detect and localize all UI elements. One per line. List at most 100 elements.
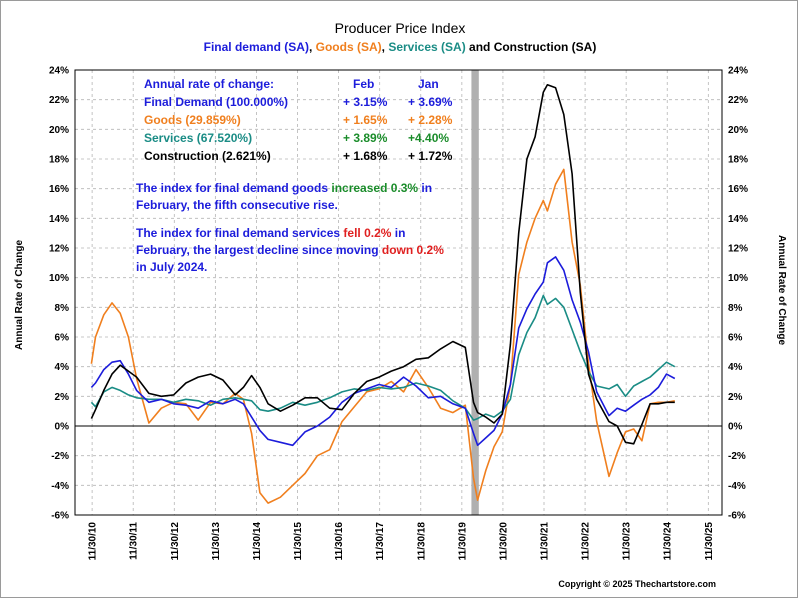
x-tick-label: 11/30/22 [581, 522, 592, 561]
annotation-segment: increased 0.3% [331, 181, 418, 195]
rate-row-jan: +4.40% [408, 131, 449, 145]
annotation-line: The index for final demand goods increas… [136, 181, 432, 195]
x-tick-label: 11/30/25 [704, 522, 715, 561]
annotation-segment: February, the fifth consecutive rise. [136, 198, 338, 212]
annotation-segment: fell 0.2% [343, 226, 391, 240]
y-tick-label-right: 16% [728, 184, 748, 195]
annotation-line: February, the largest decline since movi… [136, 243, 444, 257]
y-tick-label-right: 0% [728, 422, 743, 433]
y-tick-label-right: 24% [728, 66, 748, 77]
subtitle-part: Services (SA) [388, 40, 465, 54]
y-tick-label-left: -2% [51, 451, 69, 462]
tick-labels: -6% -6% -4% -4% -2% -2% 0% 0% 2% 2% 4% 4% 6% 6% 8% 8% 10… [49, 66, 748, 561]
y-axis-label-right: Annual Rate of Change [776, 235, 787, 345]
subtitle-part: Final demand (SA) [204, 40, 309, 54]
y-tick-label-right: 22% [728, 95, 748, 106]
x-tick-label: 11/30/24 [663, 522, 674, 561]
recession-shade [471, 70, 479, 515]
x-tick-label: 11/30/15 [293, 522, 304, 561]
x-tick-label: 11/30/10 [88, 522, 99, 561]
y-tick-label-right: 8% [728, 303, 743, 314]
rate-table: Annual rate of change: Feb Jan Final Demand… [144, 77, 453, 163]
rate-row-jan: + 1.72% [408, 149, 453, 163]
y-tick-label-right: 18% [728, 155, 748, 166]
rate-table-header: Feb [353, 77, 374, 91]
rate-row-jan: + 3.69% [408, 95, 453, 109]
rate-row-label: Final Demand (100.000%) [144, 95, 288, 109]
subtitle-part: and Construction (SA) [466, 40, 597, 54]
subtitle-part: , [382, 40, 389, 54]
y-tick-label-left: 6% [55, 333, 70, 344]
y-tick-label-left: -4% [51, 481, 69, 492]
y-tick-label-left: 12% [49, 244, 69, 255]
y-tick-label-right: 14% [728, 214, 748, 225]
y-tick-label-right: 4% [728, 362, 743, 373]
chart-title: Producer Price Index [335, 20, 466, 36]
annotations: The index for final demand goods increas… [136, 181, 444, 274]
annotation-line: The index for final demand services fell… [136, 226, 405, 240]
x-tick-label: 11/30/23 [622, 522, 633, 561]
rate-row-feb: + 1.68% [343, 149, 388, 163]
y-tick-label-left: 2% [55, 392, 70, 403]
annotation-segment: in [391, 226, 405, 240]
x-tick-label: 11/30/11 [129, 522, 140, 560]
y-axis-label-left: Annual Rate of Change [14, 240, 25, 350]
y-tick-label-left: 10% [49, 273, 69, 284]
annotation-line: in July 2024. [136, 260, 207, 274]
y-tick-label-right: 10% [728, 273, 748, 284]
annotation-segment: The index for final demand services [136, 226, 343, 240]
series-lines [90, 84, 676, 504]
rate-row-jan: + 2.28% [408, 113, 453, 127]
plot-border [74, 69, 723, 516]
rate-row-label: Goods (29.859%) [144, 113, 241, 127]
x-tick-label: 11/30/21 [540, 522, 551, 561]
x-tick-label: 11/30/14 [252, 522, 263, 561]
annotation-segment: in [418, 181, 432, 195]
y-tick-label-left: 4% [55, 362, 70, 373]
annotation-segment: in July 2024. [136, 260, 207, 274]
rate-row-feb: + 3.15% [343, 95, 388, 109]
annotation-segment: February, the largest decline since movi… [136, 243, 382, 257]
copyright: Copyright © 2025 Thechartstore.com [558, 579, 716, 589]
grid-lines [75, 69, 722, 516]
y-tick-label-right: 12% [728, 244, 748, 255]
x-tick-label: 11/30/16 [334, 522, 345, 561]
x-tick-label: 11/30/13 [211, 522, 222, 561]
y-tick-label-left: 0% [55, 422, 70, 433]
x-tick-label: 11/30/18 [416, 522, 427, 561]
x-tick-label: 11/30/19 [457, 522, 468, 561]
y-tick-label-right: -6% [728, 511, 746, 522]
x-tick-label: 11/30/12 [170, 522, 181, 561]
y-tick-label-right: -4% [728, 481, 746, 492]
y-tick-label-left: -6% [51, 511, 69, 522]
axes [74, 69, 723, 516]
y-tick-label-left: 14% [49, 214, 69, 225]
y-tick-label-left: 22% [49, 95, 69, 106]
subtitle-part: , [309, 40, 316, 54]
y-tick-label-right: 20% [728, 125, 748, 136]
series-line-goods-sa [90, 168, 675, 504]
series-line-construction-sa [90, 84, 675, 445]
y-tick-label-left: 16% [49, 184, 69, 195]
chart-subtitle: Final demand (SA), Goods (SA), Services … [204, 40, 597, 54]
subtitle-part: Goods (SA) [316, 40, 382, 54]
x-tick-label: 11/30/20 [498, 522, 509, 561]
recession-band [471, 70, 479, 515]
rate-table-header: Annual rate of change: [144, 77, 274, 91]
rate-row-label: Construction (2.621%) [144, 149, 271, 163]
x-tick-label: 11/30/17 [375, 522, 386, 561]
y-tick-label-left: 8% [55, 303, 70, 314]
plot-area [75, 70, 722, 515]
y-tick-label-left: 18% [49, 155, 69, 166]
rate-row-feb: + 3.89% [343, 131, 388, 145]
rate-row-feb: + 1.65% [343, 113, 388, 127]
y-tick-label-left: 24% [49, 66, 69, 77]
annotation-line: February, the fifth consecutive rise. [136, 198, 338, 212]
annotation-segment: The index for final demand goods [136, 181, 331, 195]
y-tick-label-left: 20% [49, 125, 69, 136]
annotation-segment: down 0.2% [382, 243, 444, 257]
series-line-final-demand-sa [90, 256, 676, 447]
rate-row-label: Services (67.520%) [144, 131, 252, 145]
y-tick-label-right: -2% [728, 451, 746, 462]
